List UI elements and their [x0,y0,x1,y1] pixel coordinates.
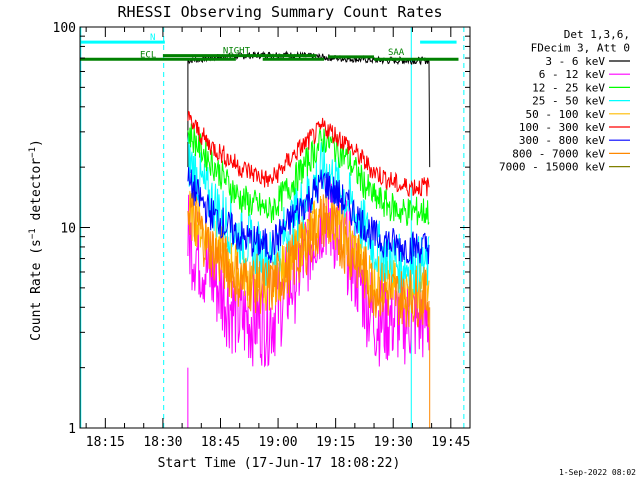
legend-entry: 50 - 100 keV [526,108,606,121]
legend-entry: 25 - 50 keV [532,95,605,108]
legend-entry: 12 - 25 keV [532,81,605,94]
legend-entry: 3 - 6 keV [545,55,605,68]
series-line [187,190,430,328]
legend-entry: 100 - 300 keV [519,121,605,134]
series-line [187,167,430,265]
x-tick-label: 18:30 [143,435,182,450]
y-tick-label: 1 [68,422,76,437]
flag-label: NIGHT [223,47,251,57]
legend-header: Det 1,3,6, [564,28,630,41]
y-tick-label: 10 [60,222,76,237]
chart-title: RHESSI Observing Summary Count Rates [117,3,442,21]
legend-header: FDecim 3, Att 0 [531,42,630,55]
legend-entry: 800 - 7000 keV [512,147,605,160]
legend-entry: 300 - 800 keV [519,134,605,147]
flag-label: ECL [140,50,156,60]
flag-label: SAA [388,48,405,58]
x-tick-label: 18:45 [201,435,240,450]
x-tick-label: 19:00 [259,435,298,450]
y-tick-label: 100 [53,21,76,36]
legend-entry: 7000 - 15000 keV [499,161,605,174]
y-axis-label: Count Rate (s−1 detector−1) [28,139,44,341]
series-line [187,123,430,226]
x-axis-label: Start Time (17-Jun-17 18:08:22) [158,456,401,471]
x-tick-label: 19:30 [374,435,413,450]
flag-label: N [150,33,155,43]
footer-timestamp: 1-Sep-2022 08:02 [559,468,636,477]
x-tick-label: 19:45 [431,435,470,450]
series-line [187,110,430,198]
x-tick-label: 19:15 [316,435,355,450]
legend-entry: 6 - 12 keV [539,68,606,81]
x-tick-label: 18:15 [86,435,125,450]
